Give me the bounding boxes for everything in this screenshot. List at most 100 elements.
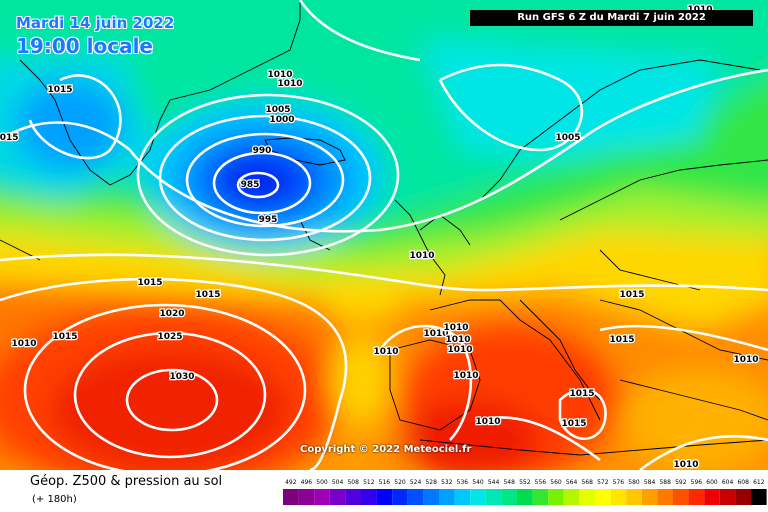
color-scale-tick: 492: [285, 479, 297, 486]
color-scale-swatch: [407, 489, 424, 505]
color-scale-swatch: [423, 489, 439, 505]
isobar-label: 1015: [47, 85, 72, 95]
color-scale-tick: 556: [535, 479, 547, 486]
color-scale-swatch: [298, 489, 315, 505]
isobar-label: 1015: [137, 278, 162, 288]
color-scale-swatch: [688, 489, 705, 505]
color-scale-swatch: [392, 489, 408, 505]
isobar-label: 1015: [569, 389, 594, 399]
geopotential-map: 1010101510151010101010051000990985995100…: [0, 0, 768, 470]
isobar-label: 1015: [0, 133, 19, 143]
color-scale-swatch: [470, 489, 486, 505]
isobar-label: 1010: [733, 355, 758, 365]
color-scale-tick: 612: [753, 479, 765, 486]
color-scale-swatch: [548, 489, 564, 505]
color-scale-swatch: [610, 489, 627, 505]
color-scale-swatch: [283, 489, 299, 505]
isobar-labels: 1010101510151010101010051000990985995100…: [0, 4, 760, 470]
color-scale-tick: 508: [347, 479, 359, 486]
isobar-label: 1000: [269, 115, 294, 125]
isobar-label: 1010: [673, 460, 698, 470]
color-scale-swatch: [501, 489, 517, 505]
color-scale-tick: 552: [519, 479, 531, 486]
isobar-label: 1015: [195, 290, 220, 300]
color-scale: 492 496 500 504 508 512 516 520 524 528 532 536 540 5…: [283, 479, 767, 505]
color-scale-swatch: [532, 489, 549, 505]
color-scale-swatch: [376, 489, 393, 505]
legend-subtitle: (+ 180h): [32, 494, 77, 505]
color-scale-tick: 600: [706, 479, 718, 486]
isobar-lines: [0, 0, 768, 470]
color-scale-tick: 608: [737, 479, 749, 486]
color-scale-swatch: [673, 489, 689, 505]
color-scale-tick: 588: [659, 479, 671, 486]
isobar-label: 995: [259, 215, 278, 225]
color-scale-tick: 524: [410, 479, 422, 486]
isobar-label: 1005: [555, 133, 580, 143]
color-scale-tick: 580: [628, 479, 640, 486]
isobar-label: 1010: [475, 417, 500, 427]
color-scale-tick: 544: [488, 479, 500, 486]
isobar-label: 1010: [277, 79, 302, 89]
color-scale-swatch: [517, 489, 533, 505]
isobar-label: 1010: [445, 335, 470, 345]
color-scale-tick: 592: [675, 479, 687, 486]
isobar-label: 990: [253, 146, 272, 156]
color-scale-swatch: [735, 489, 751, 505]
color-scale-swatch: [595, 489, 611, 505]
color-scale-swatch: [704, 489, 720, 505]
color-scale-swatch: [719, 489, 736, 505]
color-scale-swatch: [439, 489, 455, 505]
color-scale-swatch: [454, 489, 471, 505]
isobar-label: 1010: [373, 347, 398, 357]
color-scale-swatch: [361, 489, 377, 505]
isobar-label: 1015: [52, 332, 77, 342]
isobar-label: 1010: [423, 329, 448, 339]
geopotential-fill: 1010101510151010101010051000990985995100…: [0, 0, 768, 470]
color-scale-swatch: [345, 489, 361, 505]
color-scale-tick: 540: [472, 479, 484, 486]
color-scale-tick: 548: [503, 479, 515, 486]
color-scale-tick: 500: [316, 479, 328, 486]
color-scale-swatch: [657, 489, 673, 505]
color-scale-swatch: [579, 489, 595, 505]
color-scale-swatch: [751, 489, 767, 505]
color-scale-tick: 584: [644, 479, 656, 486]
color-scale-tick: 576: [613, 479, 625, 486]
color-scale-tick: 568: [581, 479, 593, 486]
model-run-banner: Run GFS 6 Z du Mardi 7 juin 2022: [470, 10, 753, 26]
color-scale-swatch: [626, 489, 642, 505]
isobar-label: 1015: [619, 290, 644, 300]
color-scale-tick: 532: [441, 479, 453, 486]
isobar-label: 1015: [561, 419, 586, 429]
color-scale-swatch: [485, 489, 502, 505]
isobar-label: 1010: [453, 371, 478, 381]
color-scale-tick: 564: [566, 479, 578, 486]
isobar-label: 1020: [159, 309, 184, 319]
color-scale-tick: 572: [597, 479, 609, 486]
color-scale-tick: 520: [394, 479, 406, 486]
color-scale-tick: 496: [301, 479, 313, 486]
isobar-label: 1010: [409, 251, 434, 261]
color-scale-tick: 560: [550, 479, 562, 486]
color-scale-swatch: [329, 489, 346, 505]
forecast-date: Mardi 14 juin 2022: [16, 14, 175, 32]
color-scale-tick: 596: [691, 479, 703, 486]
color-scale-tick: 604: [722, 479, 734, 486]
legend-title: Géop. Z500 & pression au sol: [30, 474, 223, 489]
isobar-label: 1030: [169, 372, 194, 382]
isobar-label: 1025: [157, 332, 182, 342]
isobar-label: 985: [241, 180, 260, 190]
color-scale-swatch: [641, 489, 658, 505]
forecast-time: 19:00 locale: [16, 34, 153, 58]
isobar-label: 1010: [11, 339, 36, 349]
isobar-label: 1010: [443, 323, 468, 333]
legend-panel: Géop. Z500 & pression au sol (+ 180h) 49…: [0, 470, 768, 512]
color-scale-tick: 516: [379, 479, 391, 486]
isobar-label: 1010: [267, 70, 292, 80]
isobar-label: 1005: [265, 105, 290, 115]
color-scale-swatch: [563, 489, 580, 505]
color-scale-tick: 536: [457, 479, 469, 486]
color-scale-swatch: [314, 489, 330, 505]
